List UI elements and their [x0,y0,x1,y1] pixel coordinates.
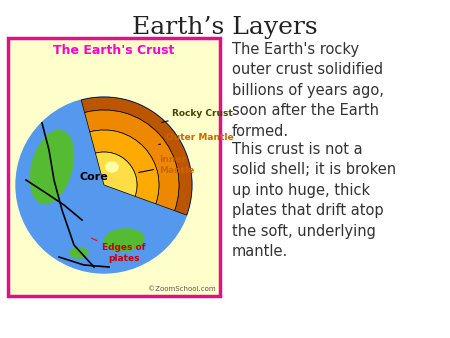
Text: Edges of
plates: Edges of plates [91,238,146,263]
Ellipse shape [106,162,118,172]
Text: The Earth's Crust: The Earth's Crust [53,44,175,57]
Ellipse shape [104,229,144,251]
Ellipse shape [135,130,157,144]
Text: Outer Mantle: Outer Mantle [159,132,234,145]
Text: The Earth's rocky
outer crust solidified
billions of years ago,
soon after the E: The Earth's rocky outer crust solidified… [232,42,384,139]
Text: This crust is not a
solid shell; it is broken
up into huge, thick
plates that dr: This crust is not a solid shell; it is b… [232,142,396,259]
Wedge shape [95,152,137,196]
Ellipse shape [31,130,74,203]
Text: ©ZoomSchool.com: ©ZoomSchool.com [148,286,216,292]
Text: Core: Core [80,172,108,182]
Text: Inner
Mantle: Inner Mantle [139,155,194,175]
Circle shape [16,97,192,273]
Wedge shape [90,130,159,204]
Ellipse shape [70,248,88,258]
Wedge shape [81,97,192,215]
Text: Earth’s Layers: Earth’s Layers [132,16,318,39]
Text: Rocky Crust: Rocky Crust [162,108,233,122]
Wedge shape [85,110,179,211]
Bar [8,38,220,296]
